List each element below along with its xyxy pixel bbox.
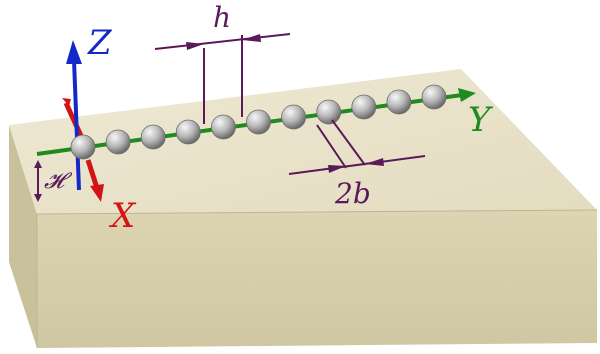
diameter-arrow-right: [365, 158, 384, 166]
x-axis-front: X: [85, 159, 137, 236]
bead: [386, 89, 412, 115]
bead: [351, 94, 377, 120]
slab-left-face: [9, 125, 37, 348]
y-axis-arrowhead: [458, 88, 476, 102]
height-marker-top-arrow: [34, 160, 42, 168]
bead-chain: [70, 84, 447, 160]
bead: [140, 124, 166, 150]
diameter-extension-left: [316, 124, 347, 169]
z-axis-arrowhead: [66, 40, 82, 64]
diameter-extension-right: [331, 119, 366, 166]
slab-top-face: [9, 69, 597, 214]
z-axis-line: [72, 59, 81, 191]
diameter-dimension: 2b: [288, 119, 426, 210]
z-axis: Z: [66, 23, 113, 191]
x-axis-back-segment: [63, 101, 85, 140]
spacing-label: h: [213, 1, 231, 34]
x-axis: [62, 98, 85, 140]
bead: [421, 84, 447, 110]
diameter-label: 2b: [334, 177, 371, 210]
y-axis-label: Y: [468, 100, 494, 140]
slab-front-face: [37, 210, 597, 348]
x-axis-label: X: [108, 196, 137, 236]
bead: [210, 114, 236, 140]
bead: [175, 119, 201, 145]
spacing-arrow-right: [242, 34, 261, 42]
spacing-dimension: h: [154, 1, 291, 124]
bead: [105, 129, 131, 155]
bead: [281, 104, 307, 130]
diameter-dimension-line: [288, 155, 426, 175]
spacing-dimension-line: [154, 33, 291, 50]
z-axis-label: Z: [87, 23, 113, 63]
x-axis-front-segment: [85, 159, 100, 189]
height-marker-bottom-arrow: [34, 194, 42, 202]
x-axis-arrowhead: [90, 184, 104, 202]
x-axis-back-tip: [62, 98, 71, 106]
bead: [70, 134, 96, 160]
bead: [316, 99, 342, 125]
slab-edge-top-front: [36, 209, 598, 215]
bead: [246, 109, 271, 135]
spacing-arrow-left: [186, 42, 204, 50]
substrate-slab: [9, 69, 598, 348]
diameter-arrow-left: [328, 165, 346, 173]
